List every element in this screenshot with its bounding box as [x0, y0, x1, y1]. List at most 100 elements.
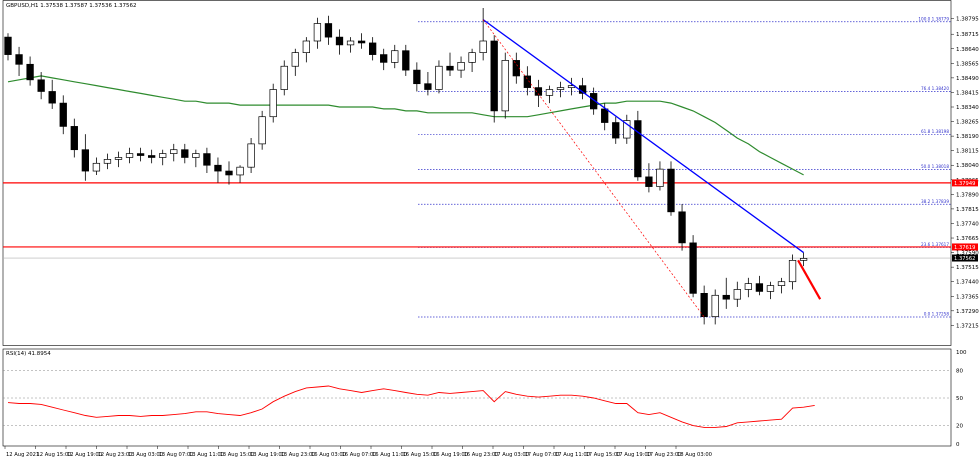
candle-body: [612, 122, 620, 139]
time-tick-label: 17 Aug 19:00: [616, 452, 651, 458]
price-tick-label: 1.38640: [956, 47, 979, 53]
candle-body: [15, 54, 23, 65]
bearish-arrow: [797, 259, 822, 300]
candle-body: [369, 42, 377, 55]
candle-body: [645, 176, 653, 187]
price-tick-label: 1.38490: [956, 76, 979, 82]
candle-body: [280, 65, 288, 90]
candle-body: [291, 52, 299, 67]
time-tick-label: 13 Aug 11:00: [189, 452, 224, 458]
price-tick-label: 1.38415: [956, 90, 979, 96]
candle-body: [744, 283, 752, 290]
candle-body: [634, 120, 642, 178]
candle-body: [413, 69, 421, 85]
candle-body: [755, 283, 764, 292]
time-tick-label: 13 Aug 23:00: [281, 452, 316, 458]
time-tick-label: 17 Aug 15:00: [586, 452, 621, 458]
time-tick-label: 16 Aug 11:00: [372, 452, 407, 458]
candle-body: [656, 168, 664, 187]
price-tick-label: 1.37740: [956, 221, 979, 227]
rsi-panel: 100 80 50 20 0: [3, 350, 967, 448]
resistance-price-label: 1.37949: [954, 181, 975, 187]
candle-body: [391, 50, 399, 63]
time-tick-label: 17 Aug 07:00: [525, 452, 560, 458]
candle-body: [601, 108, 609, 123]
price-tick-label: 1.38265: [956, 120, 979, 126]
fib-retracement-line: [482, 19, 705, 318]
drawn-lines: [482, 19, 822, 318]
time-tick-label: 18 Aug 03:00: [677, 452, 712, 458]
candle-body: [159, 153, 167, 158]
time-tick-label: 13 Aug 15:00: [220, 452, 255, 458]
candle-body: [4, 36, 12, 55]
rsi-tick-label: 20: [956, 424, 963, 430]
candle-body: [788, 260, 797, 283]
time-tick-label: 16 Aug 23:00: [464, 452, 499, 458]
candle-body: [678, 211, 686, 244]
time-tick-label: 16 Aug 15:00: [403, 452, 438, 458]
fib-level-label: 23.6 1.37617: [921, 242, 949, 247]
current-price-label: 1.37562: [954, 256, 975, 262]
main-panel-border: [2, 0, 952, 346]
candle-body: [192, 153, 200, 158]
fib-level-label: 76.4 1.38420: [921, 86, 949, 91]
candle-body: [766, 285, 775, 292]
time-tick-label: 12 Aug 23:00: [98, 452, 133, 458]
candle-body: [468, 52, 476, 63]
candle-body: [457, 62, 465, 71]
price-tick-label: 1.37815: [956, 207, 979, 213]
candle-body: [589, 93, 598, 110]
candle-body: [236, 166, 244, 176]
candle-body: [435, 65, 443, 90]
time-tick-label: 17 Aug 03:00: [494, 452, 529, 458]
rsi-header: RSI(14) 41.8954: [6, 351, 51, 357]
time-tick-label: 12 Aug 2021: [6, 452, 39, 458]
time-tick-label: 13 Aug 03:00: [128, 452, 163, 458]
price-tick-label: 1.38795: [956, 17, 979, 23]
candle-body: [623, 120, 631, 139]
price-tick-label: 1.37290: [956, 309, 979, 315]
candle-body: [556, 87, 565, 90]
resistance-price-label: 1.37619: [954, 245, 975, 251]
candle-body: [70, 126, 78, 151]
candles: [4, 8, 808, 325]
candle-body: [346, 40, 355, 46]
symbol-header: GBPUSD,H1 1.37538 1.37587 1.37536 1.3756…: [6, 3, 137, 9]
candle-body: [380, 54, 388, 63]
time-tick-label: 12 Aug 15:00: [37, 452, 72, 458]
candle-body: [214, 164, 222, 172]
price-tick-label: 1.37440: [956, 280, 979, 286]
candle-body: [324, 23, 333, 38]
candle-body: [402, 50, 410, 71]
candle-body: [479, 40, 487, 53]
price-tick-label: 1.38565: [956, 61, 979, 67]
price-axis: 1.38795 1.38715 1.38640 1.38565 1.38490 1.384…: [951, 17, 979, 329]
candle-body: [490, 40, 498, 112]
moving-average: [7, 75, 804, 176]
time-tick-label: 13 Aug 19:00: [250, 452, 285, 458]
candle-body: [335, 36, 344, 46]
candle-body: [722, 294, 730, 300]
fib-level-label: 50.0 1.38018: [921, 164, 949, 169]
fib-level-label: 38.2 1.37839: [921, 199, 949, 204]
time-tick-label: 16 Aug 03:00: [311, 452, 346, 458]
rsi-tick-label: 0: [956, 442, 960, 448]
price-tick-label: 1.38340: [956, 105, 979, 111]
chart-frame: [2, 0, 952, 447]
rsi-tick-label: 50: [956, 396, 963, 402]
rsi-tick-label: 80: [956, 368, 963, 374]
resistance-price-tag: [952, 243, 978, 251]
current-price-tag: [952, 254, 978, 262]
candle-body: [269, 89, 277, 118]
candle-body: [534, 87, 543, 96]
candle-body: [225, 170, 233, 176]
candle-body: [799, 258, 808, 261]
candle-body: [523, 75, 531, 88]
fib-level-label: 61.8 1.38198: [921, 129, 949, 134]
candle-body: [258, 116, 266, 145]
candle-body: [357, 40, 366, 44]
price-tick-label: 1.38190: [956, 134, 979, 140]
ma-line: [7, 75, 804, 176]
